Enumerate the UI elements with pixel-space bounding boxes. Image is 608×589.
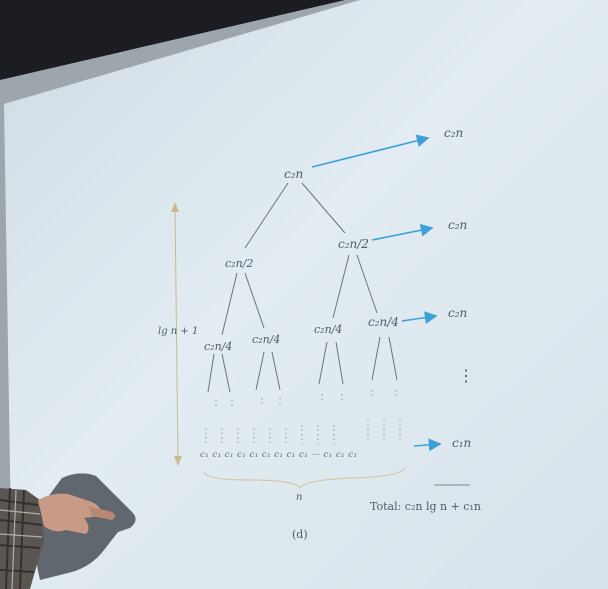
tree-edges: [207, 182, 398, 393]
tree-level2-node-4: c₂n/4: [368, 315, 399, 329]
vertical-ellipsis: ⋮: [458, 366, 474, 385]
tree-level2-node-2: c₂n/4: [252, 333, 281, 346]
level-cost-3: c₂n: [448, 306, 468, 320]
total-label: Total: c₂n lg n + c₁n: [370, 500, 481, 513]
tree-leaf-row: c₁ c₁ c₁ c₁ c₁ c₁ c₁ c₁ c₁ ⋯ c₁ c₁ c₁: [200, 450, 358, 460]
height-indicator: [171, 202, 182, 466]
figure-label: (d): [292, 528, 308, 541]
tree-level1-right-node: c₂n/2: [338, 237, 369, 251]
level-cost-1: c₂n: [444, 126, 464, 140]
tree-level2-node-3: c₂n/4: [314, 323, 343, 336]
height-label: lg n + 1: [158, 326, 199, 337]
tree-level2-node-1: c₂n/4: [204, 340, 233, 353]
tree-level1-left-node: c₂n/2: [225, 257, 254, 270]
tree-root-node: c₂n: [284, 167, 304, 181]
leaf-count-label: n: [296, 492, 303, 503]
level-cost-arrows: [311, 134, 442, 452]
leaf-dots: [205, 390, 401, 446]
level-cost-leaves: c₁n: [452, 436, 472, 450]
level-cost-2: c₂n: [448, 218, 468, 232]
leaf-brace: [203, 467, 406, 489]
